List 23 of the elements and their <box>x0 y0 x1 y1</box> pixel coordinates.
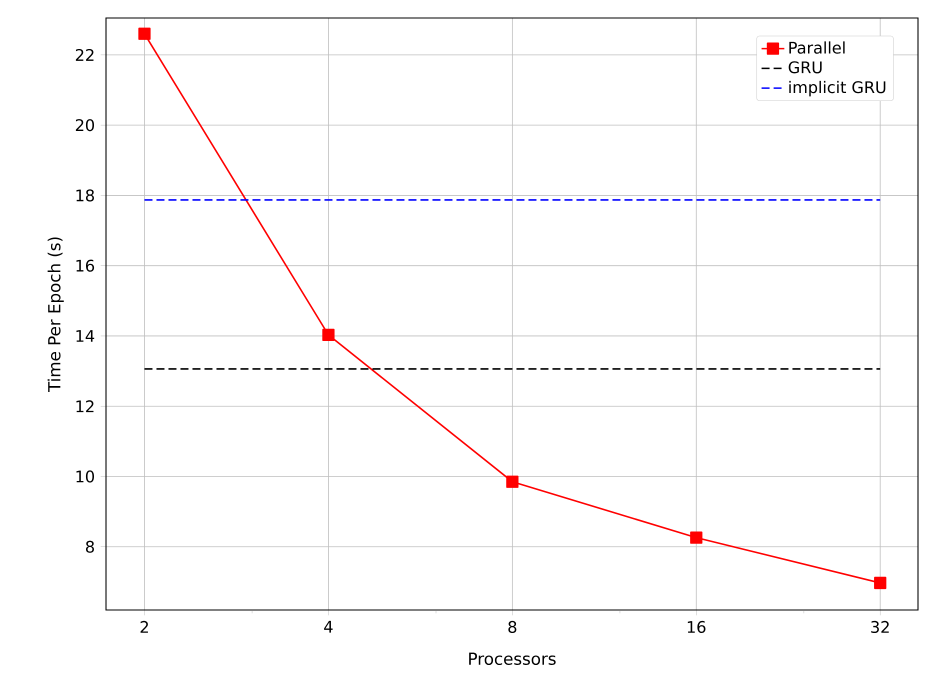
legend-label: implicit GRU <box>789 80 886 96</box>
point <box>138 28 151 40</box>
point <box>322 328 335 342</box>
x-tick-label: 32 <box>871 620 889 634</box>
point <box>874 576 886 590</box>
legend-label: Parallel <box>789 41 845 54</box>
y-tick-label: 10 <box>76 470 94 483</box>
y-tick-label: 14 <box>76 330 94 342</box>
point <box>506 476 518 488</box>
y-tick-label: 18 <box>76 189 94 202</box>
y-tick-label: 20 <box>76 119 94 132</box>
x-tick-label: 16 <box>688 620 706 634</box>
x-axis-title: Processors <box>469 652 556 665</box>
x-tick-label: 4 <box>324 620 333 633</box>
x-tick-label: 8 <box>508 620 516 634</box>
y-tick-label: 22 <box>76 48 94 61</box>
y-tick-label: 16 <box>76 260 94 272</box>
y-tick-label: 12 <box>76 400 94 412</box>
point <box>690 531 702 544</box>
legend-label: GRU <box>788 61 822 74</box>
x-tick-label: 2 <box>140 620 148 633</box>
y-axis-title: Time Per Epoch (s) <box>48 237 64 392</box>
y-tick-label: 8 <box>86 540 94 553</box>
